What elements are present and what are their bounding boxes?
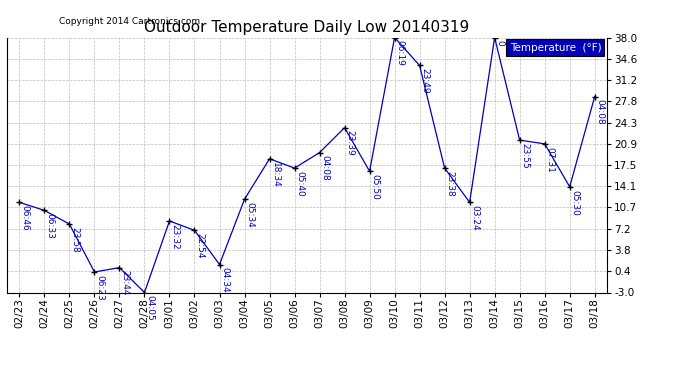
Text: 05:40: 05:40: [295, 171, 304, 196]
Text: Copyright 2014 Cartronics.com: Copyright 2014 Cartronics.com: [59, 17, 200, 26]
Text: 04:08: 04:08: [595, 99, 604, 125]
Text: 06:46: 06:46: [21, 205, 30, 231]
Title: Outdoor Temperature Daily Low 20140319: Outdoor Temperature Daily Low 20140319: [144, 20, 470, 35]
Text: 04:34: 04:34: [221, 267, 230, 293]
Text: 07:31: 07:31: [546, 147, 555, 172]
Text: 18:34: 18:34: [270, 162, 279, 187]
Text: 23:38: 23:38: [446, 171, 455, 196]
Text: 06:33: 06:33: [46, 213, 55, 239]
Text: 06:23: 06:23: [95, 275, 104, 300]
Text: 23:49: 23:49: [421, 68, 430, 94]
Text: 04:08: 04:08: [321, 155, 330, 181]
Text: 23:55: 23:55: [521, 143, 530, 169]
Text: 23:39: 23:39: [346, 130, 355, 156]
Text: Temperature  (°F): Temperature (°F): [510, 43, 601, 52]
Text: 23:44: 23:44: [121, 270, 130, 296]
Text: 23:58: 23:58: [70, 227, 79, 253]
Text: 05:34: 05:34: [246, 202, 255, 228]
Text: 06:19: 06:19: [395, 40, 404, 66]
Text: 0: 0: [495, 40, 504, 46]
Text: 05:30: 05:30: [571, 189, 580, 215]
Text: 22:54: 22:54: [195, 233, 204, 259]
Text: 23:32: 23:32: [170, 224, 179, 249]
Text: 03:24: 03:24: [471, 205, 480, 231]
Text: 05:50: 05:50: [371, 174, 380, 200]
Text: 04:05: 04:05: [146, 295, 155, 321]
